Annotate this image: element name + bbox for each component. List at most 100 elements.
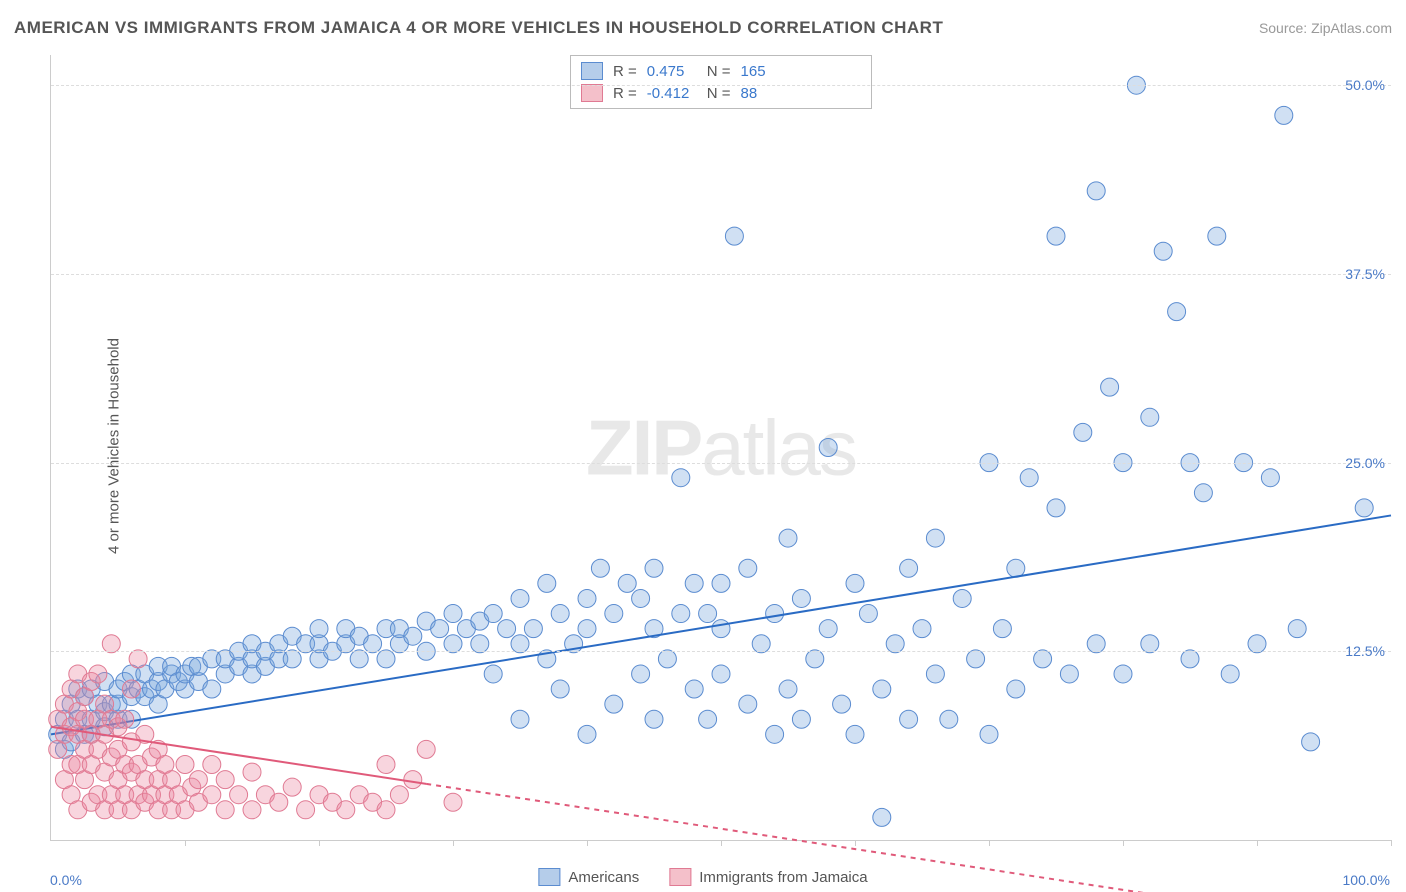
x-axis-max: 100.0% (1343, 872, 1390, 888)
scatter-point (444, 793, 462, 811)
scatter-point (725, 227, 743, 245)
scatter-point (645, 559, 663, 577)
scatter-point (819, 620, 837, 638)
scatter-point (203, 680, 221, 698)
y-tick-label: 50.0% (1345, 77, 1385, 93)
scatter-point (1074, 423, 1092, 441)
r-value: 0.475 (647, 63, 697, 80)
chart-title: AMERICAN VS IMMIGRANTS FROM JAMAICA 4 OR… (14, 18, 943, 38)
scatter-point (645, 710, 663, 728)
scatter-point (712, 665, 730, 683)
scatter-point (511, 589, 529, 607)
legend-stat-row: R =0.475N =165 (581, 60, 861, 82)
x-tick (587, 840, 588, 846)
x-tick (1257, 840, 1258, 846)
scatter-point (283, 650, 301, 668)
scatter-point (350, 650, 368, 668)
scatter-point (605, 605, 623, 623)
scatter-point (819, 439, 837, 457)
scatter-point (551, 605, 569, 623)
scatter-point (873, 808, 891, 826)
scatter-point (538, 574, 556, 592)
n-value: 165 (741, 63, 791, 80)
correlation-legend: R =0.475N =165R =-0.412N =88 (570, 55, 872, 109)
n-label: N = (707, 85, 731, 102)
scatter-point (1047, 227, 1065, 245)
scatter-point (524, 620, 542, 638)
scatter-point (551, 680, 569, 698)
scatter-point (766, 725, 784, 743)
scatter-plot: ZIPatlas R =0.475N =165R =-0.412N =88 12… (50, 55, 1391, 841)
scatter-point (618, 574, 636, 592)
legend-swatch (669, 868, 691, 886)
scatter-point (1087, 635, 1105, 653)
scatter-point (578, 725, 596, 743)
scatter-point (859, 605, 877, 623)
scatter-point (404, 627, 422, 645)
scatter-point (926, 529, 944, 547)
scatter-point (833, 695, 851, 713)
x-tick (1391, 840, 1392, 846)
scatter-point (444, 605, 462, 623)
scatter-point (216, 801, 234, 819)
scatter-point (792, 589, 810, 607)
scatter-point (578, 620, 596, 638)
scatter-point (297, 801, 315, 819)
scatter-point (270, 793, 288, 811)
r-label: R = (613, 85, 637, 102)
scatter-point (752, 635, 770, 653)
scatter-point (216, 771, 234, 789)
gridline (51, 463, 1391, 464)
chart-canvas (51, 55, 1391, 840)
scatter-point (806, 650, 824, 668)
chart-header: AMERICAN VS IMMIGRANTS FROM JAMAICA 4 OR… (14, 18, 1392, 38)
scatter-point (980, 725, 998, 743)
scatter-point (1087, 182, 1105, 200)
scatter-point (967, 650, 985, 668)
scatter-point (1302, 733, 1320, 751)
scatter-point (672, 605, 690, 623)
scatter-point (699, 605, 717, 623)
scatter-point (129, 650, 147, 668)
scatter-point (1355, 499, 1373, 517)
scatter-point (484, 665, 502, 683)
scatter-point (672, 469, 690, 487)
scatter-point (377, 756, 395, 774)
scatter-point (993, 620, 1011, 638)
legend-swatch (581, 84, 603, 102)
scatter-point (377, 801, 395, 819)
scatter-point (102, 635, 120, 653)
x-tick (721, 840, 722, 846)
scatter-point (116, 710, 134, 728)
legend-item: Americans (538, 868, 639, 886)
scatter-point (1168, 303, 1186, 321)
scatter-point (1208, 227, 1226, 245)
scatter-point (431, 620, 449, 638)
scatter-point (377, 650, 395, 668)
scatter-point (390, 786, 408, 804)
scatter-point (1248, 635, 1266, 653)
scatter-point (846, 574, 864, 592)
scatter-point (779, 529, 797, 547)
scatter-point (243, 801, 261, 819)
scatter-point (766, 605, 784, 623)
scatter-point (1047, 499, 1065, 517)
series-legend: AmericansImmigrants from Jamaica (538, 868, 867, 886)
scatter-point (189, 771, 207, 789)
scatter-point (632, 665, 650, 683)
y-tick-label: 37.5% (1345, 266, 1385, 282)
n-value: 88 (741, 85, 791, 102)
scatter-point (471, 635, 489, 653)
scatter-point (940, 710, 958, 728)
scatter-point (498, 620, 516, 638)
scatter-point (699, 710, 717, 728)
scatter-point (873, 680, 891, 698)
y-tick-label: 25.0% (1345, 455, 1385, 471)
scatter-point (685, 574, 703, 592)
scatter-point (1060, 665, 1078, 683)
x-tick (453, 840, 454, 846)
x-tick (855, 840, 856, 846)
x-axis-min: 0.0% (50, 872, 82, 888)
scatter-point (444, 635, 462, 653)
scatter-point (779, 680, 797, 698)
